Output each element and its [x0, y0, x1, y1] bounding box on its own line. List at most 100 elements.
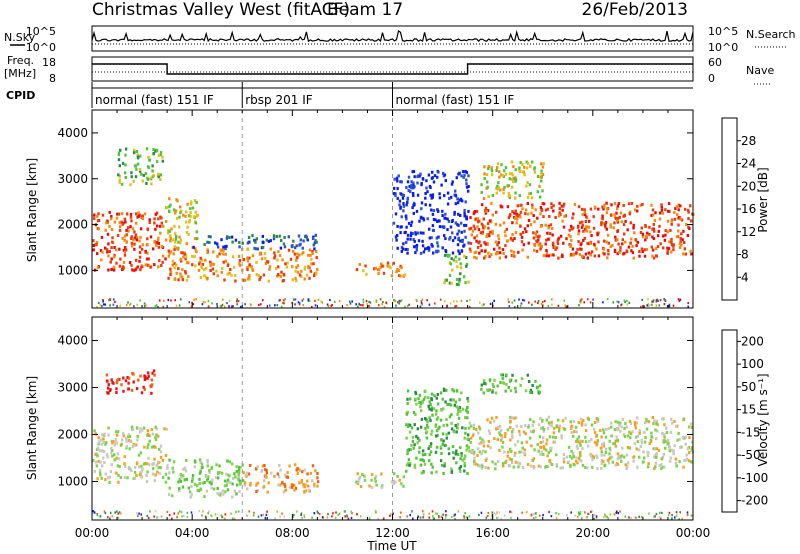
echo-cell: [314, 239, 317, 243]
echo-cell: [136, 434, 139, 438]
echo-cell: [574, 514, 576, 517]
power-ylabel: Slant Range [km]: [25, 158, 39, 262]
echo-cell: [154, 473, 157, 477]
echo-cell: [223, 278, 226, 282]
echo-cell: [443, 300, 446, 303]
echo-cell: [482, 391, 485, 395]
echo-cell: [619, 429, 622, 433]
echo-cell: [139, 471, 142, 475]
echo-cell: [313, 274, 316, 278]
echo-cell: [290, 244, 293, 248]
echo-cell: [465, 182, 468, 186]
echo-cell: [133, 305, 135, 308]
echo-cell: [296, 264, 300, 268]
echo-cell: [617, 512, 620, 515]
echo-cell: [647, 298, 649, 301]
echo-cell: [184, 257, 187, 261]
echo-cell: [221, 267, 224, 270]
echo-cell: [502, 191, 505, 195]
echo-cell: [456, 201, 460, 205]
x-tick-label: 00:00: [75, 526, 110, 540]
echo-cell: [283, 473, 287, 477]
echo-cell: [416, 436, 420, 440]
echo-cell: [582, 238, 585, 242]
echo-cell: [483, 379, 486, 383]
echo-cell: [541, 418, 544, 422]
echo-cell: [595, 247, 598, 251]
echo-cell: [512, 427, 515, 431]
echo-cell: [451, 445, 455, 448]
echo-cell: [529, 429, 533, 433]
echo-cell: [636, 416, 639, 420]
echo-cell: [153, 515, 155, 518]
echo-cell: [473, 456, 476, 460]
echo-cell: [460, 174, 463, 178]
echo-cell: [650, 431, 653, 435]
echo-cell: [125, 436, 128, 440]
echo-cell: [659, 511, 661, 514]
echo-cell: [118, 180, 121, 184]
echo-cell: [532, 214, 535, 218]
echo-cell: [169, 203, 172, 207]
echo-cell: [429, 419, 432, 422]
echo-cell: [230, 512, 232, 515]
echo-cell: [174, 237, 178, 241]
echo-cell: [428, 444, 431, 448]
echo-cell: [540, 450, 543, 454]
echo-cell: [392, 192, 396, 196]
echo-cell: [301, 516, 303, 520]
echo-cell: [500, 436, 504, 440]
cpid-segment-label: normal (fast) 151 IF: [396, 93, 515, 107]
x-tick-label: 04:00: [175, 526, 210, 540]
echo-cell: [169, 236, 172, 240]
echo-cell: [516, 440, 520, 444]
echo-cell: [508, 300, 510, 304]
echo-cell: [175, 198, 178, 202]
echo-cell: [491, 229, 494, 233]
echo-cell: [548, 423, 552, 427]
echo-cell: [155, 304, 158, 307]
echo-cell: [419, 402, 423, 406]
echo-cell: [443, 225, 446, 229]
echo-cell: [327, 513, 329, 516]
echo-cell: [281, 481, 284, 485]
echo-cell: [601, 217, 604, 221]
echo-cell: [686, 511, 689, 514]
echo-cell: [130, 263, 133, 267]
echo-cell: [145, 474, 148, 477]
echo-cell: [253, 238, 256, 242]
echo-cell: [374, 475, 378, 478]
echo-cell: [566, 514, 568, 517]
echo-cell: [448, 237, 451, 241]
echo-cell: [667, 247, 671, 251]
echo-cell: [513, 454, 516, 457]
echo-cell: [432, 251, 435, 255]
echo-cell: [307, 253, 310, 257]
echo-cell: [471, 450, 474, 454]
echo-cell: [606, 233, 610, 237]
echo-cell: [563, 427, 567, 431]
echo-cell: [399, 300, 402, 303]
echo-cell: [578, 304, 580, 307]
colorbar-tick-label: 200: [741, 334, 764, 348]
echo-cell: [644, 421, 647, 425]
echo-cell: [410, 183, 413, 187]
echo-cell: [418, 393, 422, 397]
echo-cell: [415, 434, 418, 438]
echo-cell: [186, 511, 189, 514]
echo-cell: [623, 435, 627, 438]
echo-cell: [465, 256, 468, 259]
echo-cell: [389, 514, 391, 517]
echo-cell: [625, 467, 628, 470]
echo-cell: [450, 427, 454, 431]
echo-cell: [537, 238, 540, 242]
echo-cell: [620, 425, 623, 429]
echo-cell: [600, 461, 603, 465]
echo-cell: [664, 299, 666, 302]
echo-cell: [450, 421, 453, 425]
echo-cell: [540, 427, 543, 431]
echo-cell: [491, 388, 494, 392]
echo-cell: [510, 236, 513, 240]
echo-cell: [445, 418, 448, 421]
echo-cell: [660, 457, 663, 461]
